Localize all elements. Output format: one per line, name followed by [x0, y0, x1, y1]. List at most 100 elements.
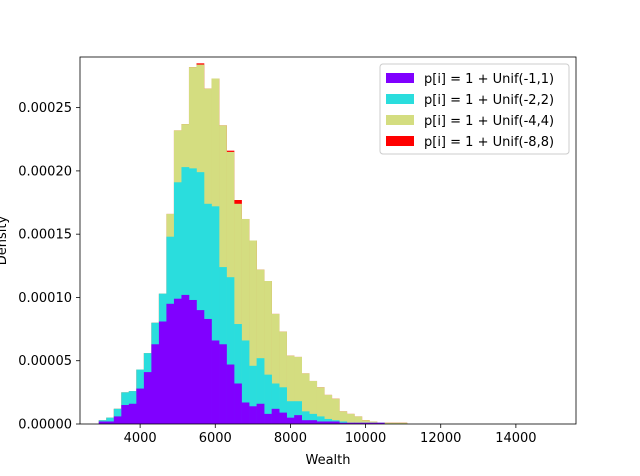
histogram-bar [331, 398, 340, 424]
histogram-bar [301, 420, 310, 424]
histogram-bar [106, 421, 115, 424]
histogram-bar [324, 421, 333, 424]
legend-label: p[i] = 1 + Unif(-8,8) [424, 135, 554, 150]
legend-swatch [386, 115, 414, 125]
histogram-bar [188, 168, 197, 424]
histogram-bar [256, 269, 265, 424]
histogram-bar [173, 298, 182, 424]
histogram-bar [249, 240, 257, 424]
y-tick-label: 0.00025 [18, 101, 72, 116]
histogram-bar [309, 413, 318, 424]
y-axis: 0.00000 0.00005 0.00010 0.00015 0.00020 0.000… [18, 101, 80, 433]
histogram-bar [279, 331, 287, 424]
histogram-bar [339, 411, 348, 424]
x-tick-label: 10000 [345, 431, 386, 446]
histogram-bar [391, 422, 400, 424]
histogram-bar [241, 340, 250, 424]
histogram-bar [271, 383, 280, 424]
x-tick-label: 4000 [124, 431, 157, 446]
y-tick-label: 0.00005 [18, 354, 72, 369]
histogram-bar [294, 356, 302, 424]
x-tick-label: 12000 [420, 431, 461, 446]
histogram-bar [399, 422, 408, 424]
histogram-bar [286, 417, 295, 424]
histogram-bar [241, 402, 250, 424]
histogram-bar [354, 416, 363, 424]
histogram-bar [279, 387, 287, 424]
y-tick-label: 0.00015 [18, 228, 72, 243]
legend-swatch [386, 73, 414, 83]
histogram-bar [346, 422, 355, 424]
y-tick-label: 0.00020 [18, 164, 72, 179]
histogram-bar [211, 340, 220, 424]
x-tick-label: 8000 [274, 431, 307, 446]
histogram-bar [106, 417, 115, 424]
histogram-bar [309, 420, 318, 424]
histogram-bar [219, 344, 227, 424]
x-axis: 4000 6000 8000 10000 12000 14000 [124, 424, 537, 446]
histogram-bar [264, 413, 272, 424]
histogram-bar [204, 318, 212, 424]
y-tick-label: 0.00010 [18, 291, 72, 306]
histogram-bar [121, 405, 130, 424]
histogram-bar [113, 416, 122, 424]
histogram-bar [181, 294, 190, 424]
y-tick-label: 0.00000 [18, 418, 72, 433]
histogram-bar [158, 321, 167, 424]
histogram-bar [361, 420, 370, 424]
legend-label: p[i] = 1 + Unif(-1,1) [424, 72, 554, 87]
histogram-bar [354, 422, 363, 424]
histogram-bar [301, 373, 310, 424]
legend-swatch [386, 136, 414, 146]
histogram-bar [196, 172, 205, 424]
legend-box [379, 63, 570, 155]
histogram-bar [316, 421, 325, 424]
histogram-bar [151, 344, 160, 424]
histogram-bar [136, 388, 145, 424]
histogram-bar [226, 364, 235, 424]
histogram-bar [143, 372, 152, 424]
histogram-bar [98, 421, 107, 424]
legend-label: p[i] = 1 + Unif(-2,2) [424, 93, 554, 108]
histogram-bar [188, 299, 197, 424]
histogram-bar [249, 406, 257, 424]
histogram-bar [234, 203, 242, 424]
histogram-bar [331, 421, 340, 424]
histogram-bar [286, 355, 295, 424]
histogram-bar [211, 206, 220, 424]
histogram-bar [256, 358, 265, 424]
histogram-bar [204, 203, 212, 424]
x-axis-label: Wealth [305, 453, 350, 468]
histogram-bar [339, 422, 348, 424]
histogram-bar [301, 411, 310, 424]
histogram-bar [316, 416, 325, 424]
x-tick-label: 14000 [495, 431, 536, 446]
histogram-bar [271, 313, 280, 424]
histogram-bar [128, 403, 137, 424]
legend-swatch [386, 94, 414, 104]
histogram-bar [279, 412, 287, 424]
histogram-bar [226, 277, 235, 424]
histogram-bar [294, 401, 302, 424]
histogram-bar [316, 387, 325, 424]
histogram-bar [286, 401, 295, 424]
x-tick-label: 6000 [199, 431, 232, 446]
histogram-bar [234, 324, 242, 424]
histogram-bar [324, 394, 333, 424]
histogram-bar [264, 374, 272, 424]
series-1 [98, 294, 385, 424]
histogram-bar [264, 281, 272, 424]
histogram-bar [384, 422, 393, 424]
histogram-bar [376, 422, 385, 424]
histogram-bar [369, 422, 378, 424]
histogram-bar [166, 303, 175, 424]
histogram-bar [234, 383, 242, 424]
plot-frame [79, 56, 577, 425]
histogram-bar [309, 380, 318, 424]
histogram-bars [98, 63, 408, 425]
histogram-bar [241, 218, 250, 424]
legend: p[i] = 1 + Unif(-1,1) p[i] = 1 + Unif(-2,… [379, 63, 570, 155]
histogram-bar [113, 408, 122, 424]
histogram-bar [294, 415, 302, 424]
